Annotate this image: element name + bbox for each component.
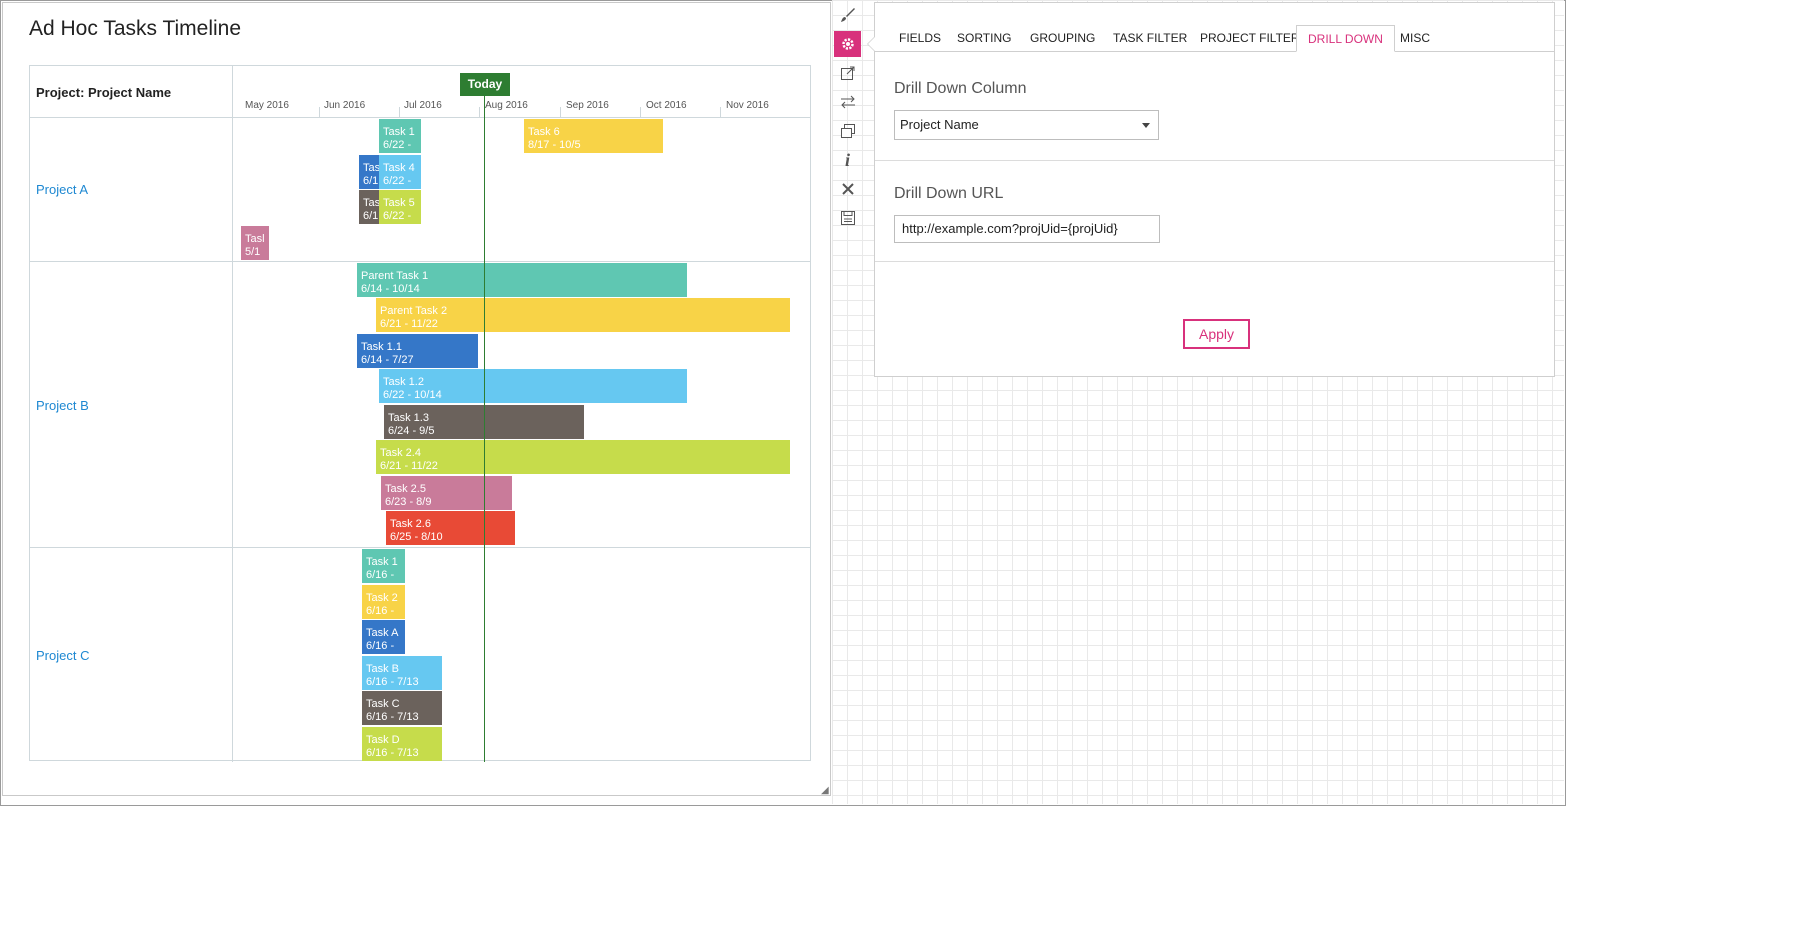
task-bar[interactable]: Parent Task 1 6/14 - 10/14 xyxy=(357,263,687,297)
month-label: Sep 2016 xyxy=(566,100,609,111)
drill-down-column-select[interactable]: Project Name xyxy=(894,110,1159,140)
brush-icon[interactable] xyxy=(834,2,861,28)
info-icon[interactable]: i xyxy=(844,149,850,170)
drill-down-url-label: Drill Down URL xyxy=(894,185,1004,202)
page-title: Ad Hoc Tasks Timeline xyxy=(29,17,242,40)
tab-task-filter[interactable]: TASK FILTER xyxy=(1113,31,1188,45)
month-label: May 2016 xyxy=(245,100,289,111)
gear-icon[interactable] xyxy=(834,31,861,57)
task-bar[interactable]: Task 5 6/22 - xyxy=(379,190,421,224)
section-divider xyxy=(875,160,1554,161)
section-divider xyxy=(875,261,1554,262)
month-tick xyxy=(560,107,561,117)
task-bar[interactable]: Parent Task 2 6/21 - 11/22 xyxy=(376,298,790,332)
task-bar[interactable]: Task 4 6/22 - xyxy=(379,155,421,189)
timeline-header-months: May 2016 Jun 2016 Jul 2016 Aug 2016 Sep … xyxy=(233,66,810,118)
resize-handle-icon[interactable]: ◢ xyxy=(821,785,829,796)
lane-project-c: Project C Task 1 6/16 - Task 2 6/16 - Task… xyxy=(30,548,810,762)
settings-panel: FIELDS SORTING GROUPING TASK FILTER PROJ… xyxy=(868,2,1555,377)
drill-down-column-label: Drill Down Column xyxy=(894,80,1027,97)
month-tick xyxy=(479,107,480,117)
lane-label: Project B xyxy=(30,262,233,547)
tab-grouping[interactable]: GROUPING xyxy=(1030,31,1096,45)
group-header-label: Project: Project Name xyxy=(36,85,172,100)
panel-pointer-inner xyxy=(868,37,875,51)
task-bar[interactable]: Task C 6/16 - 7/13 xyxy=(362,691,442,725)
month-label: Jun 2016 xyxy=(324,100,366,111)
task-bar[interactable]: Task 2 6/16 - xyxy=(362,585,405,619)
window-frame xyxy=(0,0,1566,806)
month-label: Aug 2016 xyxy=(485,100,528,111)
task-bar[interactable]: Task B 6/16 - 7/13 xyxy=(362,656,442,690)
chevron-down-icon xyxy=(1142,123,1150,128)
lane-project-a: Project A Task 1 6/22 - Task 6 8/17 - 10/5… xyxy=(30,118,810,262)
lane-label: Project C xyxy=(30,548,233,762)
timeline-webpart: Ad Hoc Tasks Timeline Project: Project N… xyxy=(2,2,831,796)
copy-icon[interactable] xyxy=(834,118,861,144)
task-bar[interactable]: Task 6 8/17 - 10/5 xyxy=(524,119,663,153)
close-icon[interactable] xyxy=(834,176,861,202)
tab-misc[interactable]: MISC xyxy=(1400,31,1430,45)
settings-tabs: FIELDS SORTING GROUPING TASK FILTER PROJ… xyxy=(875,25,1554,52)
month-tick xyxy=(720,107,721,117)
lane-project-b: Project B Parent Task 1 6/14 - 10/14 Pare… xyxy=(30,262,810,548)
month-label: Jul 2016 xyxy=(404,100,442,111)
month-label: Nov 2016 xyxy=(726,100,769,111)
timeline: Project: Project Name May 2016 Jun 2016 … xyxy=(29,65,811,762)
apply-button[interactable]: Apply xyxy=(1183,319,1250,349)
task-bar[interactable]: Tasl 5/1 xyxy=(241,226,269,260)
task-bar[interactable]: Task D 6/16 - 7/13 xyxy=(362,727,442,761)
month-label: Oct 2016 xyxy=(646,100,687,111)
today-badge: Today xyxy=(460,73,510,96)
month-tick xyxy=(319,107,320,117)
tab-project-filter[interactable]: PROJECT FILTER xyxy=(1200,31,1300,45)
task-bar[interactable]: Task 1.2 6/22 - 10/14 xyxy=(379,369,687,403)
task-bar[interactable]: Task 1 6/22 - xyxy=(379,119,421,153)
tab-fields[interactable]: FIELDS xyxy=(899,31,942,45)
timeline-header-left: Project: Project Name xyxy=(30,66,233,118)
today-line xyxy=(484,96,485,762)
task-bar[interactable]: Task 2.5 6/23 - 8/9 xyxy=(381,476,512,510)
tab-drill-down[interactable]: DRILL DOWN xyxy=(1296,25,1395,52)
swap-icon[interactable] xyxy=(834,89,861,115)
month-tick xyxy=(399,107,400,117)
tab-sorting[interactable]: SORTING xyxy=(957,31,1012,45)
task-bar[interactable]: Task 1.1 6/14 - 7/27 xyxy=(357,334,478,368)
export-icon[interactable] xyxy=(834,60,861,86)
drill-down-column-value: Project Name xyxy=(900,117,979,132)
task-bar[interactable]: Task A 6/16 - xyxy=(362,620,405,654)
project-link-a[interactable]: Project A xyxy=(36,182,89,197)
project-link-b[interactable]: Project B xyxy=(36,398,89,413)
save-icon[interactable] xyxy=(834,205,861,231)
lane-label: Project A xyxy=(30,118,233,261)
drill-down-url-input[interactable]: http://example.com?projUid={projUid} xyxy=(894,215,1160,243)
task-bar[interactable]: Task 1 6/16 - xyxy=(362,549,405,583)
project-link-c[interactable]: Project C xyxy=(36,648,90,663)
task-bar[interactable]: Task 2.4 6/21 - 11/22 xyxy=(376,440,790,474)
task-bar[interactable]: Task 2.6 6/25 - 8/10 xyxy=(386,511,515,545)
month-tick xyxy=(640,107,641,117)
